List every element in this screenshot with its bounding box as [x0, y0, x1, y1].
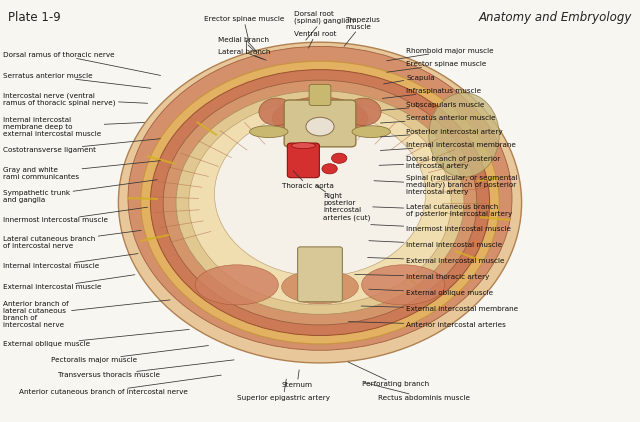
- Circle shape: [306, 117, 334, 136]
- Ellipse shape: [362, 265, 445, 305]
- Text: Internal intercostal membrane: Internal intercostal membrane: [380, 142, 516, 151]
- Ellipse shape: [429, 93, 499, 177]
- Ellipse shape: [250, 126, 288, 138]
- Text: Rectus abdominis muscle: Rectus abdominis muscle: [364, 383, 470, 400]
- Text: External oblique muscle: External oblique muscle: [369, 289, 493, 296]
- Ellipse shape: [141, 61, 499, 344]
- Text: Rhomboid major muscle: Rhomboid major muscle: [387, 48, 494, 61]
- Text: External intercostal membrane: External intercostal membrane: [361, 306, 518, 312]
- Ellipse shape: [118, 42, 522, 363]
- Circle shape: [332, 153, 347, 163]
- Ellipse shape: [163, 80, 477, 325]
- Ellipse shape: [214, 112, 426, 276]
- Text: Spinal (radicular, or segmental
medullary) branch of posterior
intercostal arter: Spinal (radicular, or segmental medullar…: [374, 174, 518, 195]
- Text: Serratus anterior muscle: Serratus anterior muscle: [3, 73, 151, 88]
- Text: Dorsal branch of posterior
intercostal artery: Dorsal branch of posterior intercostal a…: [379, 156, 500, 169]
- Text: Innermost intercostal muscle: Innermost intercostal muscle: [371, 225, 511, 232]
- Text: Costotransverse ligament: Costotransverse ligament: [3, 139, 161, 153]
- Text: Anatomy and Embryology: Anatomy and Embryology: [479, 11, 632, 24]
- FancyBboxPatch shape: [298, 247, 342, 302]
- Ellipse shape: [128, 46, 512, 350]
- Text: Pectoralis major muscle: Pectoralis major muscle: [51, 346, 209, 363]
- Ellipse shape: [272, 97, 368, 139]
- Text: Lateral branch: Lateral branch: [218, 49, 270, 59]
- Text: Transversus thoracis muscle: Transversus thoracis muscle: [58, 360, 234, 378]
- Text: Medial branch: Medial branch: [218, 37, 269, 51]
- Text: Internal intercostal
membrane deep to
external intercostal muscle: Internal intercostal membrane deep to ex…: [3, 116, 145, 137]
- Text: Perforating branch: Perforating branch: [348, 362, 429, 387]
- Text: Plate 1-9: Plate 1-9: [8, 11, 60, 24]
- Text: Sternum: Sternum: [282, 370, 312, 388]
- Text: Dorsal root
(spinal) ganglion: Dorsal root (spinal) ganglion: [294, 11, 355, 40]
- Text: Thoracic aorta: Thoracic aorta: [282, 171, 333, 189]
- Text: Infraspinatus muscle: Infraspinatus muscle: [382, 88, 481, 98]
- Text: Lateral cutaneous branch
of posterior intercostal artery: Lateral cutaneous branch of posterior in…: [372, 204, 513, 216]
- Text: Intercostal nerve (ventral
ramus of thoracic spinal nerve): Intercostal nerve (ventral ramus of thor…: [3, 92, 148, 106]
- Ellipse shape: [352, 126, 390, 138]
- Text: Trapezius
muscle: Trapezius muscle: [344, 17, 380, 46]
- Ellipse shape: [259, 98, 294, 126]
- Text: Internal intercostal muscle: Internal intercostal muscle: [3, 254, 138, 269]
- FancyBboxPatch shape: [287, 143, 319, 178]
- Text: External intercostal muscle: External intercostal muscle: [3, 275, 135, 290]
- Text: Superior epigastric artery: Superior epigastric artery: [237, 379, 330, 400]
- Text: Serratus anterior muscle: Serratus anterior muscle: [380, 115, 496, 123]
- Text: Scapula: Scapula: [383, 75, 435, 84]
- Text: Lateral cutaneous branch
of intercostal nerve: Lateral cutaneous branch of intercostal …: [3, 230, 141, 249]
- Text: External oblique muscle: External oblique muscle: [3, 330, 189, 347]
- Text: Ventral root: Ventral root: [294, 31, 337, 48]
- Ellipse shape: [346, 98, 381, 126]
- Text: External intercostal muscle: External intercostal muscle: [367, 257, 505, 264]
- Text: Anterior cutaneous branch of intercostal nerve: Anterior cutaneous branch of intercostal…: [19, 375, 221, 395]
- FancyBboxPatch shape: [284, 100, 356, 147]
- Text: Dorsal ramus of thoracic nerve: Dorsal ramus of thoracic nerve: [3, 52, 161, 76]
- Ellipse shape: [189, 100, 451, 305]
- Ellipse shape: [176, 91, 464, 314]
- Text: Sympathetic trunk
and ganglia: Sympathetic trunk and ganglia: [3, 180, 157, 203]
- Text: Erector spinae muscle: Erector spinae muscle: [387, 61, 487, 72]
- Text: Anterior intercostal arteries: Anterior intercostal arteries: [348, 322, 506, 328]
- Text: Anterior branch of
lateral cutaneous
branch of
intercostal nerve: Anterior branch of lateral cutaneous bra…: [3, 300, 170, 328]
- Text: Erector spinae muscle: Erector spinae muscle: [204, 16, 284, 42]
- Ellipse shape: [291, 143, 316, 149]
- Text: Right
posterior
intercostal
arteries (cut): Right posterior intercostal arteries (cu…: [316, 185, 371, 221]
- Text: Posterior intercostal artery: Posterior intercostal artery: [380, 129, 503, 137]
- Circle shape: [322, 164, 337, 174]
- FancyBboxPatch shape: [309, 84, 331, 106]
- Ellipse shape: [150, 70, 490, 335]
- Text: Internal thoracic artery: Internal thoracic artery: [355, 274, 490, 280]
- Ellipse shape: [282, 270, 358, 304]
- Text: Subscapularis muscle: Subscapularis muscle: [381, 102, 485, 110]
- Ellipse shape: [195, 265, 278, 305]
- Text: Innermost intercostal muscle: Innermost intercostal muscle: [3, 207, 148, 223]
- Text: Internal intercostal muscle: Internal intercostal muscle: [369, 241, 502, 248]
- Text: Gray and white
rami communicantes: Gray and white rami communicantes: [3, 161, 161, 179]
